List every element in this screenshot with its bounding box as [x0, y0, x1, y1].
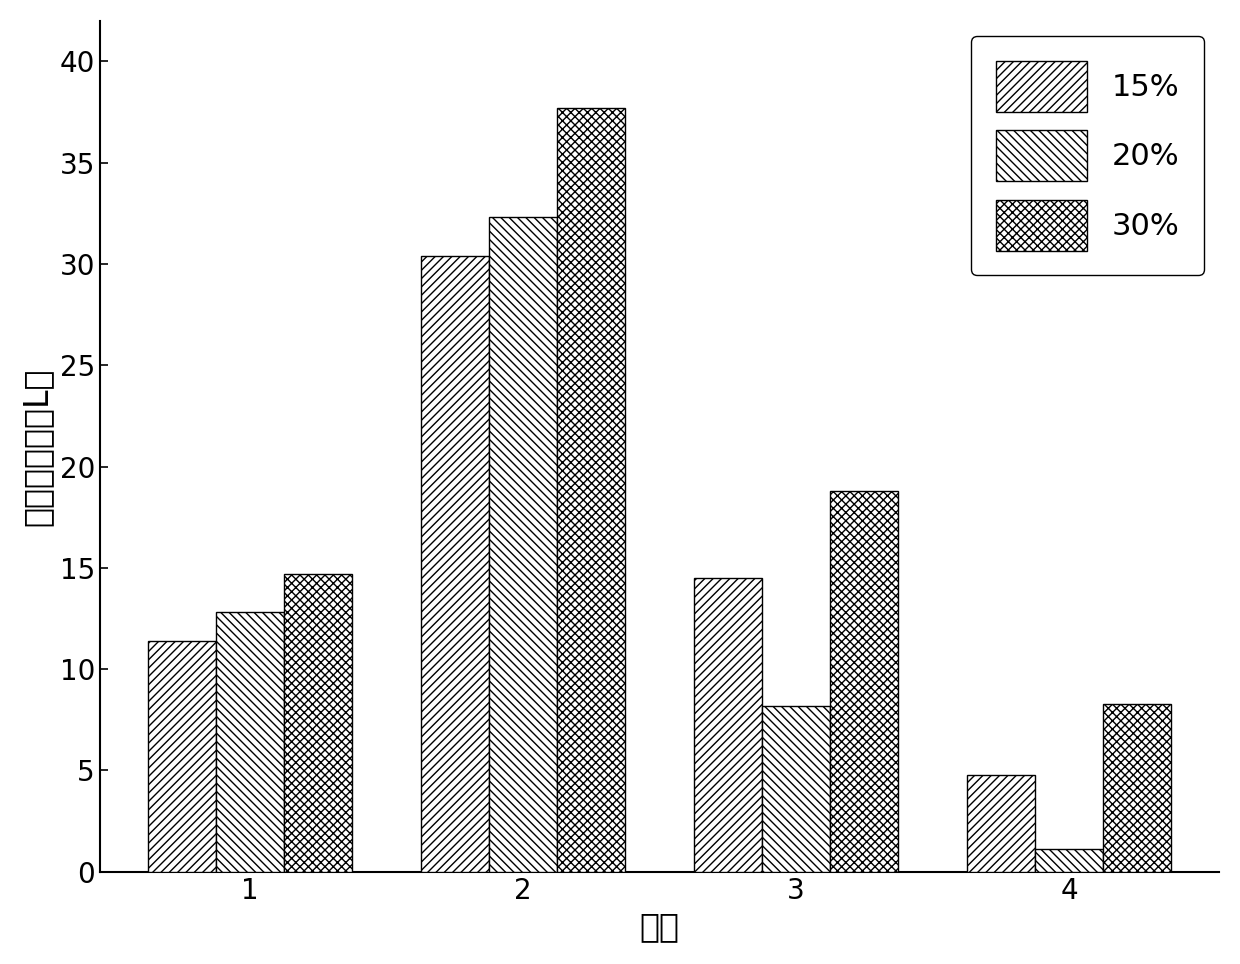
Bar [1035, 849, 1104, 871]
Bar [420, 255, 489, 871]
Bar [557, 108, 625, 871]
Bar [830, 491, 898, 871]
X-axis label: 周数: 周数 [640, 910, 680, 943]
Bar [216, 612, 284, 871]
Bar [284, 574, 352, 871]
Bar [489, 217, 557, 871]
Legend: 15%, 20%, 30%: 15%, 20%, 30% [971, 36, 1204, 275]
Bar [148, 641, 216, 871]
Y-axis label: 周甲烷产量（L）: 周甲烷产量（L） [21, 367, 53, 525]
Bar [967, 774, 1035, 871]
Bar [761, 706, 830, 871]
Bar [693, 578, 761, 871]
Bar [1104, 704, 1172, 871]
